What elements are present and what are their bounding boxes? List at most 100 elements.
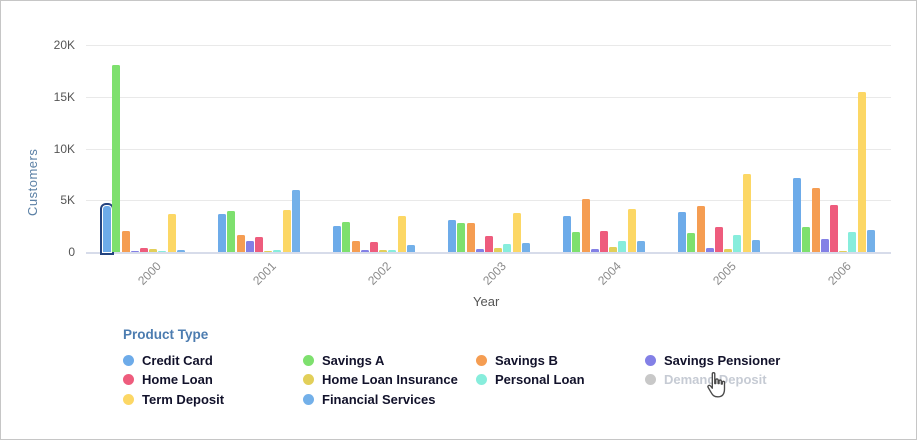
bar-financial-services-2002[interactable] xyxy=(406,245,415,252)
bar-credit-card-2003[interactable] xyxy=(448,220,457,252)
x-tick-label: 2006 xyxy=(825,259,854,288)
legend-item-label: Savings Pensioner xyxy=(664,352,781,368)
bar-home-loan-2005[interactable] xyxy=(715,227,723,252)
legend-swatch-icon xyxy=(123,354,134,366)
bar-savings-a-2006[interactable] xyxy=(802,227,811,252)
bar-financial-services-2006[interactable] xyxy=(866,230,875,252)
bar-savings-b-2005[interactable] xyxy=(696,206,705,252)
legend-item-financial-services[interactable]: Financial Services xyxy=(303,392,476,407)
bar-credit-card-2005[interactable] xyxy=(678,212,687,252)
bar-term-deposit-2006[interactable] xyxy=(857,92,866,252)
bar-savings-a-2005[interactable] xyxy=(687,233,696,252)
bar-savings-b-2004[interactable] xyxy=(581,199,590,252)
bar-home-loan-insurance-2001[interactable] xyxy=(264,251,273,252)
bar-personal-loan-2005[interactable] xyxy=(733,235,742,252)
bar-financial-services-2001[interactable] xyxy=(291,190,300,252)
bar-savings-a-2002[interactable] xyxy=(342,222,351,252)
bar-savings-pensioner-2004[interactable] xyxy=(590,249,599,252)
bar-term-deposit-2002[interactable] xyxy=(397,216,406,252)
bar-term-deposit-2003[interactable] xyxy=(512,213,521,252)
bar-savings-pensioner-2005[interactable] xyxy=(705,248,714,252)
legend-item-home-loan-insurance[interactable]: Home Loan Insurance xyxy=(303,372,476,387)
bar-home-loan-insurance-2003[interactable] xyxy=(494,248,503,252)
bar-savings-pensioner-2006[interactable] xyxy=(820,239,829,252)
y-tick-label: 15K xyxy=(53,89,75,104)
legend-item-personal-loan[interactable]: Personal Loan xyxy=(476,372,645,387)
legend-item-label: Savings B xyxy=(495,352,558,368)
legend-swatch-icon xyxy=(476,354,487,366)
bar-credit-card-2001[interactable] xyxy=(218,214,227,252)
y-tick-label: 0 xyxy=(68,245,75,259)
gridline xyxy=(86,148,891,150)
bar-savings-pensioner-2002[interactable] xyxy=(360,250,369,252)
bar-term-deposit-2001[interactable] xyxy=(282,210,291,252)
bar-personal-loan-2002[interactable] xyxy=(388,250,397,252)
legend-item-demand-deposit[interactable]: Demand Deposit xyxy=(645,372,875,387)
bar-personal-loan-2006[interactable] xyxy=(848,232,857,252)
bar-term-deposit-2000[interactable] xyxy=(167,214,176,252)
x-tick-label: 2002 xyxy=(365,259,394,288)
legend-item-term-deposit[interactable]: Term Deposit xyxy=(123,391,303,407)
bar-home-loan-2003[interactable] xyxy=(485,236,493,252)
legend-item-label: Term Deposit xyxy=(142,391,225,407)
bar-home-loan-insurance-2006[interactable] xyxy=(839,251,848,252)
legend-swatch-icon xyxy=(645,374,656,385)
bar-personal-loan-2004[interactable] xyxy=(618,241,627,252)
bar-home-loan-insurance-2002[interactable] xyxy=(379,250,388,252)
bar-home-loan-insurance-2000[interactable] xyxy=(149,249,158,252)
legend-item-credit-card[interactable]: Credit Card xyxy=(123,353,303,368)
bar-savings-a-2000[interactable] xyxy=(112,65,121,252)
bar-savings-a-2003[interactable] xyxy=(457,223,466,252)
bar-personal-loan-2003[interactable] xyxy=(503,244,512,252)
bar-savings-pensioner-2001[interactable] xyxy=(245,241,254,252)
y-tick-label: 5K xyxy=(60,193,75,208)
bar-credit-card-2006[interactable] xyxy=(793,178,802,252)
bar-term-deposit-2005[interactable] xyxy=(742,174,751,252)
bar-savings-b-2000[interactable] xyxy=(121,231,130,252)
bar-financial-services-2003[interactable] xyxy=(521,243,530,252)
bar-home-loan-2006[interactable] xyxy=(830,205,838,252)
bar-home-loan-insurance-2005[interactable] xyxy=(724,249,733,252)
legend-swatch-icon xyxy=(303,393,314,405)
bar-savings-b-2003[interactable] xyxy=(466,223,475,252)
legend-title: Product Type xyxy=(123,327,209,342)
gridline xyxy=(86,200,891,202)
y-tick-label: 10K xyxy=(53,141,75,156)
bar-credit-card-2004[interactable] xyxy=(563,216,572,252)
legend-item-label: Home Loan xyxy=(142,372,213,387)
x-axis-title: Year xyxy=(473,294,500,309)
legend-item-savings-a[interactable]: Savings A xyxy=(303,352,476,368)
bar-savings-b-2002[interactable] xyxy=(351,241,360,252)
bar-savings-b-2006[interactable] xyxy=(811,188,820,252)
bar-home-loan-2004[interactable] xyxy=(600,231,608,252)
bar-home-loan-insurance-2004[interactable] xyxy=(609,247,618,252)
legend-item-label: Savings A xyxy=(322,352,385,368)
bar-savings-a-2001[interactable] xyxy=(227,211,236,252)
legend-item-savings-b[interactable]: Savings B xyxy=(476,352,645,368)
x-tick-label: 2000 xyxy=(135,259,164,288)
bar-financial-services-2004[interactable] xyxy=(636,241,645,252)
bar-personal-loan-2000[interactable] xyxy=(158,251,167,252)
bar-credit-card-2002[interactable] xyxy=(333,226,342,252)
y-tick-label: 20K xyxy=(53,38,75,52)
legend-swatch-icon xyxy=(303,374,314,385)
bar-savings-pensioner-2000[interactable] xyxy=(130,251,139,252)
bar-savings-a-2004[interactable] xyxy=(572,232,581,252)
bar-term-deposit-2004[interactable] xyxy=(627,209,636,252)
bar-savings-b-2001[interactable] xyxy=(236,235,245,252)
bar-home-loan-2000[interactable] xyxy=(140,248,148,252)
bar-home-loan-2001[interactable] xyxy=(255,237,263,252)
bar-financial-services-2005[interactable] xyxy=(751,240,760,252)
bar-savings-pensioner-2003[interactable] xyxy=(475,249,484,252)
bar-credit-card-2000[interactable] xyxy=(103,206,112,252)
legend-item-savings-pensioner[interactable]: Savings Pensioner xyxy=(645,352,875,368)
legend-item-label: Home Loan Insurance xyxy=(322,372,458,387)
bar-personal-loan-2001[interactable] xyxy=(273,250,282,252)
legend-item-home-loan[interactable]: Home Loan xyxy=(123,372,303,387)
bar-home-loan-2002[interactable] xyxy=(370,242,378,252)
gridline xyxy=(86,45,891,46)
bar-financial-services-2000[interactable] xyxy=(176,250,185,252)
legend-swatch-icon xyxy=(303,354,314,366)
legend-item-label: Personal Loan xyxy=(495,372,585,387)
